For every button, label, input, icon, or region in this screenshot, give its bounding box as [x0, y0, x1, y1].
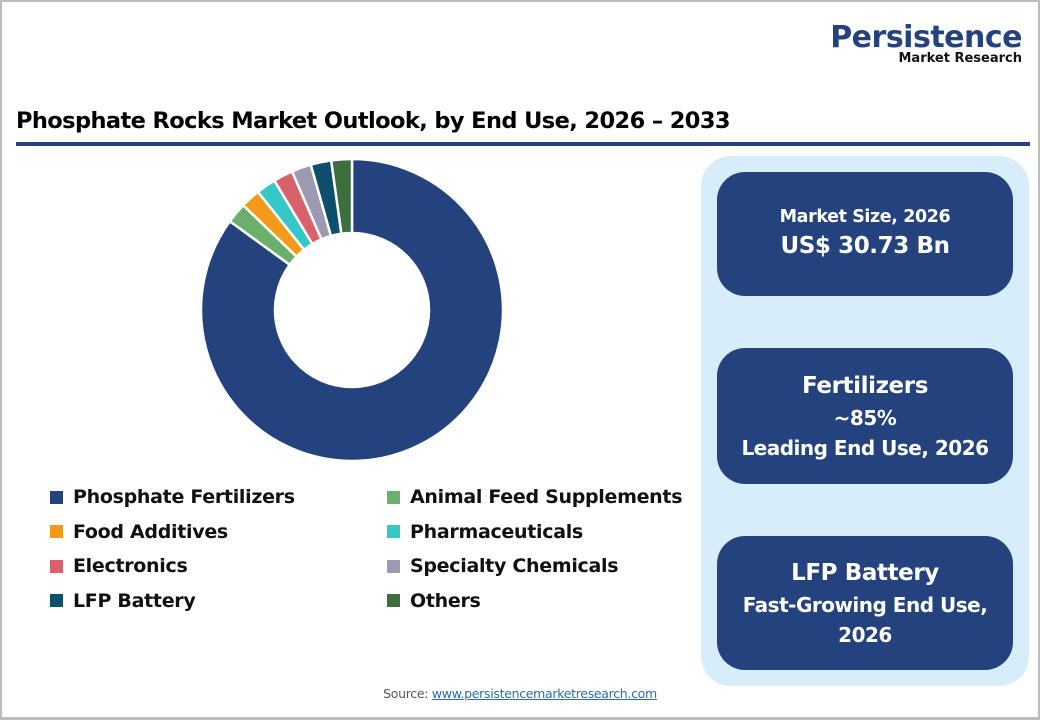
- legend-label: Electronics: [73, 555, 188, 577]
- donut-chart: [199, 157, 505, 463]
- legend-label: LFP Battery: [73, 589, 196, 612]
- donut-slice-phosphate-fertilizers: [199, 157, 505, 463]
- legend-item: Pharmaceuticals: [387, 521, 583, 543]
- legend-swatch: [50, 525, 63, 538]
- legend-swatch: [50, 594, 63, 607]
- fastest-segment-card: LFP Battery Fast-Growing End Use, 2026: [717, 536, 1013, 670]
- chart-title: Phosphate Rocks Market Outlook, by End U…: [16, 108, 731, 134]
- market-size-card: Market Size, 2026 US$ 30.73 Bn: [717, 172, 1013, 296]
- fastest-segment-year: 2026: [838, 623, 892, 647]
- fastest-segment-caption: Fast-Growing End Use,: [742, 593, 988, 617]
- legend-item: Electronics: [50, 555, 188, 577]
- donut-slice-others: [329, 157, 354, 236]
- leading-segment-name: Fertilizers: [802, 373, 928, 399]
- leading-segment-caption: Leading End Use, 2026: [741, 436, 989, 460]
- source-prefix: Source:: [383, 686, 429, 701]
- legend-label: Animal Feed Supplements: [410, 486, 683, 508]
- legend-swatch: [50, 490, 63, 504]
- legend-swatch: [387, 559, 400, 573]
- legend-swatch: [50, 559, 63, 573]
- legend-label: Others: [410, 589, 481, 612]
- legend-label: Phosphate Fertilizers: [73, 486, 295, 508]
- legend-label: Specialty Chemicals: [410, 555, 619, 577]
- logo-subtitle: Market Research: [898, 51, 1023, 66]
- source-link[interactable]: www.persistencemarketresearch.com: [431, 686, 657, 701]
- legend-swatch: [387, 525, 400, 538]
- legend-item: Others: [387, 590, 481, 612]
- fastest-segment-name: LFP Battery: [791, 560, 939, 586]
- market-size-value: US$ 30.73 Bn: [780, 233, 950, 259]
- legend-item: Phosphate Fertilizers: [50, 486, 295, 508]
- legend-item: Animal Feed Supplements: [387, 486, 683, 508]
- brand-logo: Persistence Market Research: [830, 22, 1022, 66]
- market-size-label: Market Size, 2026: [779, 207, 951, 227]
- leading-segment-card: Fertilizers ~85% Leading End Use, 2026: [717, 348, 1013, 484]
- source-note: Source: www.persistencemarketresearch.co…: [0, 686, 1040, 701]
- key-stats-panel: Market Size, 2026 US$ 30.73 Bn Fertilize…: [701, 156, 1029, 686]
- legend-item: LFP Battery: [50, 589, 196, 612]
- legend-label: Pharmaceuticals: [410, 520, 583, 543]
- legend-swatch: [387, 594, 400, 607]
- legend-item: Food Additives: [50, 521, 228, 543]
- legend-label: Food Additives: [73, 520, 228, 543]
- legend-item: Specialty Chemicals: [387, 555, 619, 577]
- legend-swatch: [387, 490, 400, 504]
- logo-name: Persistence: [830, 20, 1022, 55]
- leading-segment-share: ~85%: [833, 406, 897, 430]
- title-underline: [16, 142, 1030, 146]
